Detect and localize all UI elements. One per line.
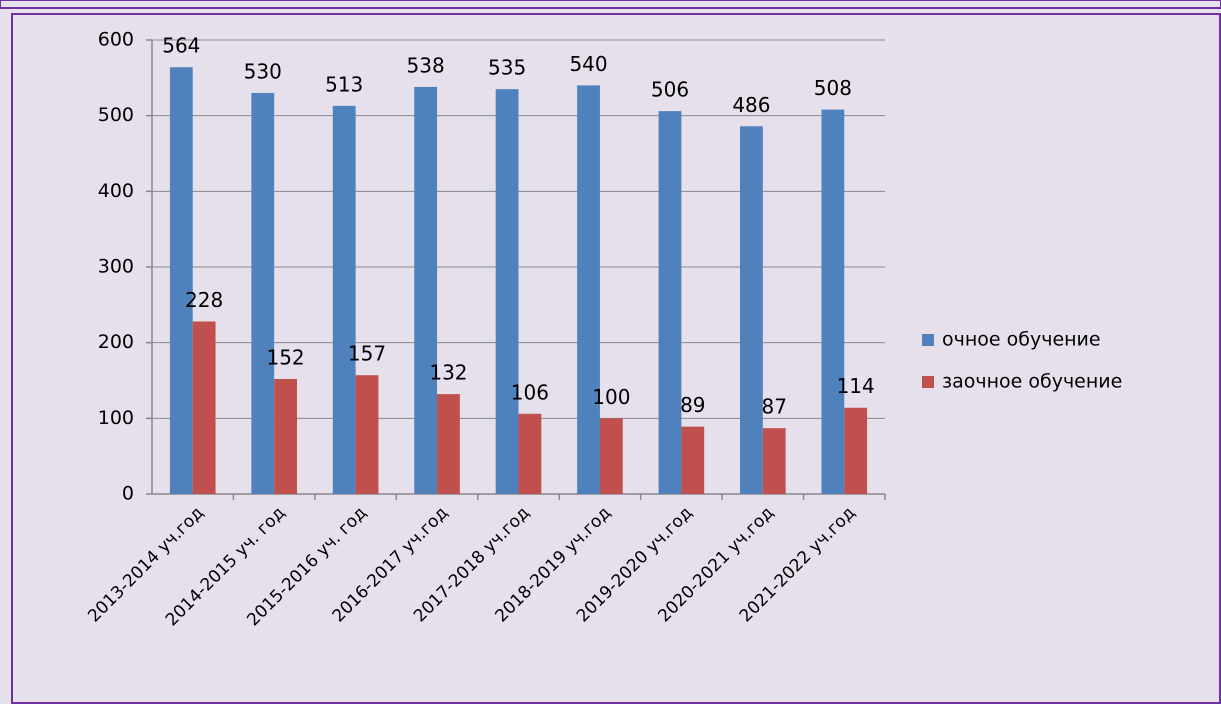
data-label: 530 xyxy=(244,59,282,83)
bar xyxy=(599,418,623,494)
top-frame xyxy=(0,0,1221,9)
data-label: 157 xyxy=(348,342,386,366)
bar xyxy=(274,378,297,494)
y-tick-label: 400 xyxy=(98,180,134,202)
y-tick-label: 0 xyxy=(122,483,134,505)
y-tick-label: 600 xyxy=(98,29,134,51)
data-label: 228 xyxy=(185,288,223,312)
data-label: 106 xyxy=(511,380,549,404)
bar xyxy=(681,426,705,494)
legend-label: заочное обучение xyxy=(942,371,1122,393)
bar xyxy=(844,407,868,494)
bar xyxy=(577,85,600,495)
data-label: 89 xyxy=(680,393,705,417)
bar xyxy=(355,375,379,494)
bar xyxy=(192,321,216,494)
data-label: 114 xyxy=(837,374,875,398)
y-tick-label: 100 xyxy=(98,407,134,429)
legend-label: очное обучение xyxy=(942,329,1101,351)
data-label: 100 xyxy=(592,385,630,409)
bar xyxy=(658,111,682,495)
bar xyxy=(437,394,460,494)
bar xyxy=(332,105,356,494)
data-label: 87 xyxy=(762,395,787,419)
y-tick-label: 500 xyxy=(98,104,134,126)
bar xyxy=(495,89,519,494)
y-tick-label: 300 xyxy=(98,256,134,278)
bar xyxy=(251,92,275,494)
data-label: 508 xyxy=(814,76,852,100)
data-label: 538 xyxy=(407,53,445,77)
bar xyxy=(169,67,193,495)
bar xyxy=(762,428,786,494)
data-label: 513 xyxy=(325,72,363,96)
data-label: 506 xyxy=(651,78,689,102)
bar xyxy=(740,126,763,494)
data-label: 132 xyxy=(429,361,467,385)
bar xyxy=(821,109,845,494)
legend-swatch xyxy=(922,376,934,388)
bar xyxy=(414,86,438,494)
data-label: 535 xyxy=(488,56,526,80)
data-label: 152 xyxy=(266,345,304,369)
legend-swatch xyxy=(922,334,934,346)
data-label: 564 xyxy=(162,34,200,58)
data-label: 486 xyxy=(732,93,770,117)
bar xyxy=(518,413,542,494)
y-tick-label: 200 xyxy=(98,331,134,353)
data-label: 540 xyxy=(569,52,607,76)
